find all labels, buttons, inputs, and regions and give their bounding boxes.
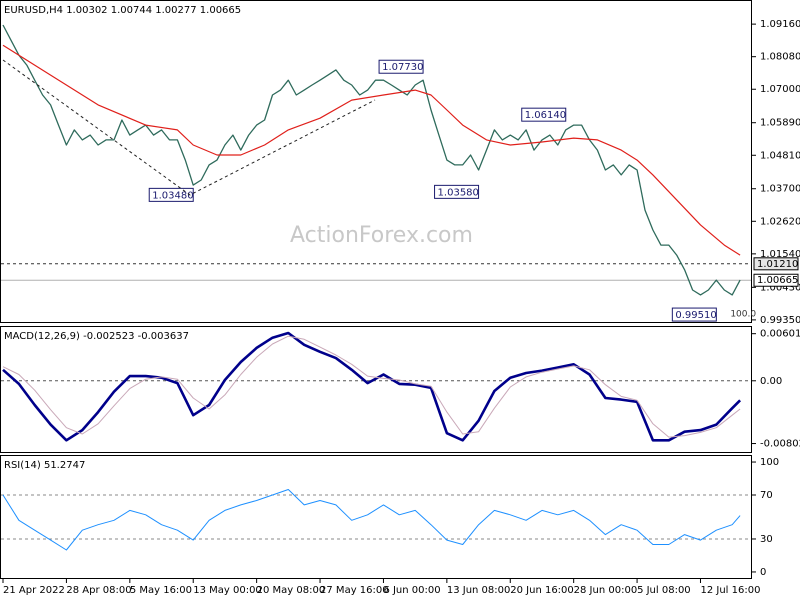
x-tick-label: 20 May 08:00 [257,585,326,596]
level-label: 1.00665 [757,275,798,286]
y-tick-label: 1.02620 [760,216,800,227]
y-tick-label: 1.00430 [760,282,800,293]
y-tick-label: 1.04810 [760,150,800,161]
annotation-label: 1.06140 [525,110,566,121]
x-tick-label: 5 Jul 08:00 [637,585,691,596]
series-line [2,331,742,442]
y-tick-label: 1.09160 [760,19,800,30]
series-line [2,489,741,551]
x-tick-label: 28 Apr 08:00 [66,585,131,596]
x-tick-label: 28 Jun 00:00 [574,585,638,596]
annotation-box [434,184,480,199]
panel-title: EURUSD,H4 1.00302 1.00744 1.00277 1.0066… [4,5,241,16]
fib-label: 100.0 [730,310,756,320]
annotation-label: 0.99510 [675,310,716,321]
panel-title: RSI(14) 51.2747 [4,460,85,471]
x-tick-label: 12 Jul 16:00 [700,585,760,596]
watermark: ActionForex.com [290,223,473,248]
y-tick-label: 0 [760,567,766,578]
annotation-label: 1.03480 [152,190,193,201]
y-tick-label: 0.99350 [760,315,800,326]
annotation-box [521,107,567,122]
series-line [2,24,741,296]
y-tick-label: 1.07000 [760,84,800,95]
x-tick-label: 20 Jun 16:00 [510,585,574,596]
y-tick-label: 1.08080 [760,52,800,63]
x-tick-label: 6 Jun 00:00 [383,585,440,596]
panel-frame [0,326,752,453]
y-tick-label: 1.03700 [760,184,800,195]
trend-zigzag [2,59,376,196]
annotation-label: 1.07730 [382,62,423,73]
y-tick-label: 1.01540 [760,249,800,260]
panel-title: MACD(12,26,9) -0.002523 -0.003637 [4,331,189,342]
y-tick-label: 0.006018 [760,329,800,340]
level-label: 1.01210 [757,259,798,270]
series-line [2,335,741,438]
x-tick-label: 13 Jun 08:00 [447,585,511,596]
y-tick-label: -0.00802 [760,439,800,450]
series-line [2,44,741,256]
y-tick-label: 70 [760,490,773,501]
annotation-label: 1.03580 [438,187,479,198]
y-tick-label: 1.05890 [760,118,800,129]
y-tick-label: 30 [760,534,773,545]
y-tick-label: 0.00 [760,376,782,387]
x-tick-label: 21 Apr 2022 [3,585,65,596]
y-tick-label: 100 [760,457,779,468]
x-tick-label: 13 May 00:00 [193,585,262,596]
annotation-box [378,59,424,74]
panel-frame [0,0,752,323]
panel-frame [0,455,752,579]
x-tick-label: 5 May 16:00 [130,585,192,596]
annotation-box [148,187,194,202]
level-label-box [753,273,799,287]
annotation-box [671,307,717,322]
level-label-box [753,257,799,271]
x-tick-label: 27 May 16:00 [320,585,389,596]
